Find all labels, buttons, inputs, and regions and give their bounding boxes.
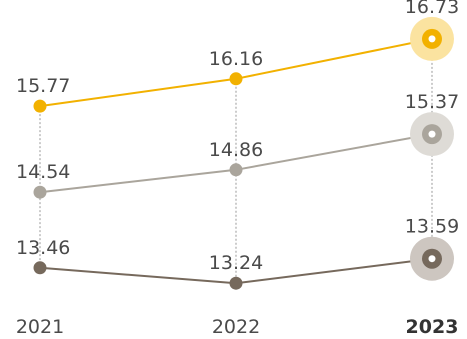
x-label-2022: 2022 bbox=[212, 316, 260, 338]
value-label-2-2021: 13.46 bbox=[16, 237, 70, 259]
value-label-1-2023: 15.37 bbox=[405, 91, 459, 113]
x-label-2021: 2021 bbox=[16, 316, 64, 338]
point-center-1-2023 bbox=[428, 130, 436, 138]
x-label-2023: 2023 bbox=[406, 316, 459, 338]
point-2-2022 bbox=[229, 276, 243, 290]
point-0-2021 bbox=[33, 99, 47, 113]
series-points bbox=[33, 16, 454, 290]
value-label-0-2022: 16.16 bbox=[209, 48, 263, 70]
point-center-2-2023 bbox=[428, 255, 436, 263]
point-1-2021 bbox=[33, 185, 47, 199]
point-0-2022 bbox=[229, 72, 243, 86]
value-labels: 15.77 16.16 16.73 14.54 14.86 15.37 13.46 13.24… bbox=[16, 0, 459, 274]
value-label-0-2021: 15.77 bbox=[16, 75, 70, 97]
point-1-2022 bbox=[229, 163, 243, 177]
value-label-1-2021: 14.54 bbox=[16, 161, 70, 183]
value-label-1-2022: 14.86 bbox=[209, 139, 263, 161]
value-label-2-2023: 13.59 bbox=[405, 216, 459, 238]
value-label-2-2022: 13.24 bbox=[209, 252, 263, 274]
point-2-2021 bbox=[33, 261, 47, 275]
x-axis-labels: 2021 2022 2023 bbox=[16, 316, 459, 338]
point-center-0-2023 bbox=[428, 35, 436, 43]
value-label-0-2023: 16.73 bbox=[405, 0, 459, 18]
